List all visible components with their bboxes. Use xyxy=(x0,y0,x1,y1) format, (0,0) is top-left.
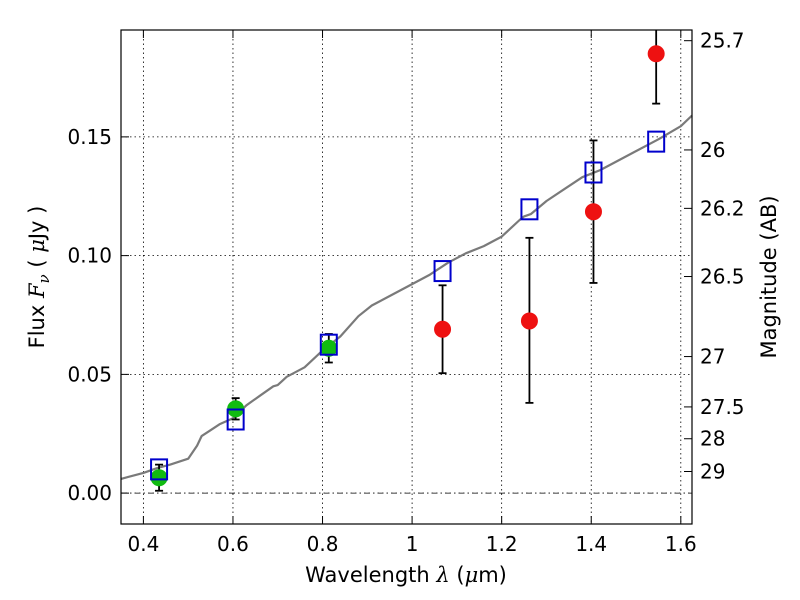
model-square-marker xyxy=(647,130,666,153)
axis-ticks: 0.4 0.6 0.8 1 1.2 1.4 1.6 0.00 0.05 0.10 0.15 25.7 2… xyxy=(67,29,744,556)
y-tick-label: 0.05 xyxy=(67,362,112,386)
y2-tick-label: 26.2 xyxy=(700,196,745,220)
x-tick-label: 0.8 xyxy=(307,532,339,556)
y2-tick-label: 26.5 xyxy=(700,265,745,289)
y-tick-label: 0.00 xyxy=(67,481,112,505)
spectrum-series xyxy=(120,114,693,480)
data-markers xyxy=(150,30,666,492)
x-tick-label: 1.2 xyxy=(486,532,518,556)
x-tick-label: 0.6 xyxy=(217,532,249,556)
x-tick-label: 1.4 xyxy=(575,532,607,556)
model-square-marker xyxy=(226,408,245,431)
spectrum-line xyxy=(120,114,693,480)
data-point xyxy=(647,45,665,63)
model-square-marker xyxy=(319,333,338,356)
y2-tick-label: 29 xyxy=(700,460,725,484)
y2-tick-label: 26 xyxy=(700,138,725,162)
y2-tick-label: 28 xyxy=(700,427,725,451)
model-square-marker xyxy=(433,260,452,283)
x-axis-title: Wavelength λ (μm) xyxy=(305,563,507,587)
y2-tick-label: 27 xyxy=(700,345,725,369)
y2-tick-label: 25.7 xyxy=(700,29,745,53)
x-tick-label: 1.6 xyxy=(665,532,697,556)
grid-lines xyxy=(121,30,692,524)
data-point xyxy=(584,203,602,221)
x-tick-label: 1 xyxy=(406,532,419,556)
y-tick-label: 0.10 xyxy=(67,244,112,268)
model-square-marker xyxy=(520,198,539,221)
y2-axis-title: Magnitude (AB) xyxy=(757,195,781,358)
y2-tick-label: 27.5 xyxy=(700,395,745,419)
data-point xyxy=(150,469,168,487)
data-point xyxy=(434,320,452,338)
data-point xyxy=(520,312,538,330)
model-square-marker xyxy=(150,458,169,481)
x-tick-label: 0.4 xyxy=(127,532,159,556)
plot-area-frame xyxy=(120,29,693,525)
model-square-marker xyxy=(584,161,603,184)
y-axis-title: Flux Fν ( μJy ) xyxy=(25,206,53,349)
y-tick-label: 0.15 xyxy=(67,125,112,149)
